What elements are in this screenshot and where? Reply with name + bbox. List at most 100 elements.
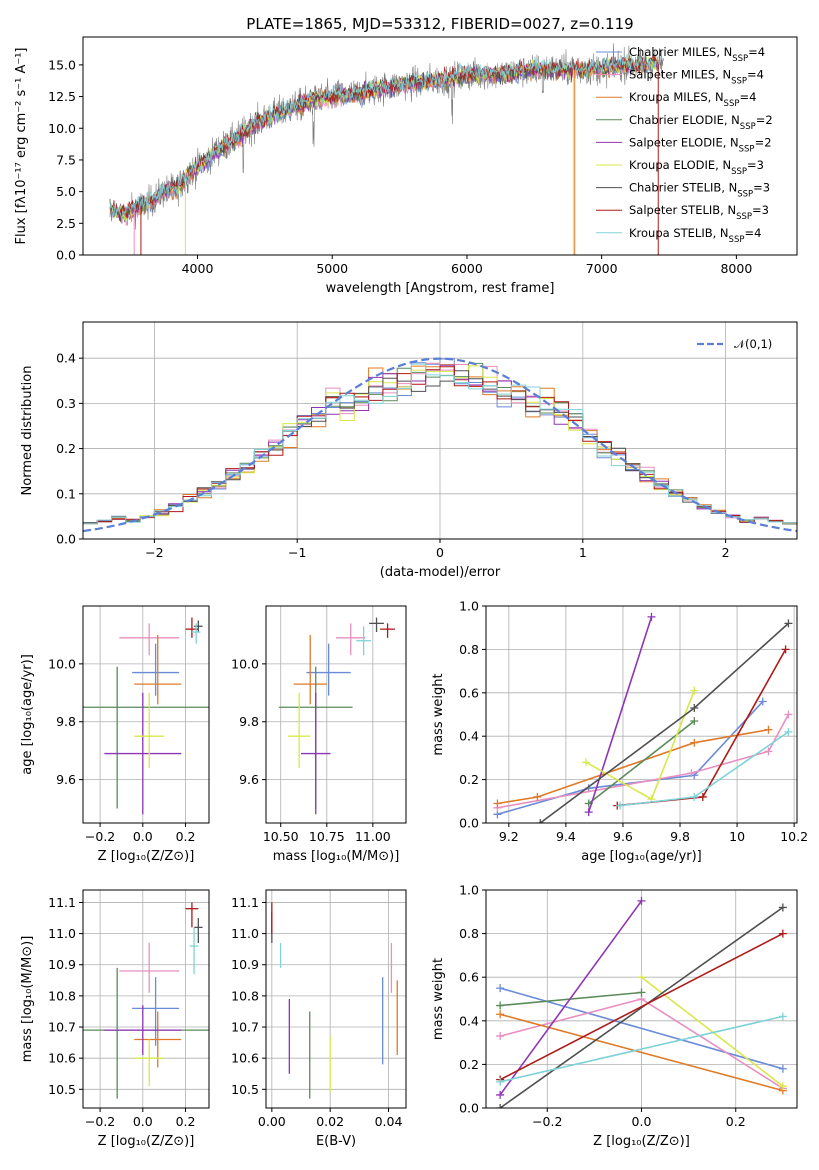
legend-subscript: SSP [739, 144, 755, 154]
weight-marker [690, 686, 699, 695]
y-tick-label: 0.2 [56, 441, 76, 456]
x-axis-label: Z [log₁₀(Z/Z⊙)] [593, 1134, 690, 1149]
y-tick-label: 0.8 [459, 642, 479, 657]
legend-subscript: SSP [731, 167, 747, 177]
weight-line-4 [587, 616, 653, 813]
axes-frame [485, 605, 798, 824]
weight-marker [764, 747, 773, 756]
panel-residuals: −2 −1 0 1 2 0.0 0.1 0.2 0.3 0.4 (data-model)/error… [20, 321, 798, 580]
axes-frame [265, 889, 407, 1109]
weight-marker [637, 973, 646, 982]
x-tick-label: −2 [145, 545, 163, 560]
y-axis-label: mass weight [431, 673, 446, 755]
y-tick-label: 0.1 [56, 486, 76, 501]
x-tick-label: 1 [579, 545, 587, 560]
weight-marker [784, 727, 793, 736]
y-tick-label: 10.0 [48, 121, 76, 136]
axes-frame [82, 36, 798, 256]
legend-entry: Kroupa MILES, NSSP=4 [629, 90, 756, 109]
x-tick-label: 10.75 [309, 829, 345, 844]
x-axis-label: mass [log₁₀(M/M⊙)] [273, 849, 400, 864]
weight-marker [584, 808, 593, 817]
weight-marker [496, 1001, 505, 1010]
legend-nssp: =3 [752, 203, 769, 217]
y-tick-label: 10.5 [231, 1082, 259, 1097]
y-tick-label: 7.5 [56, 152, 76, 167]
x-tick-label: 0.0 [632, 1114, 652, 1129]
y-tick-label: 10.6 [48, 1051, 76, 1066]
x-tick-label: 0.2 [176, 829, 196, 844]
y-tick-label: 0.4 [459, 1013, 479, 1028]
y-tick-label: 0.6 [459, 685, 479, 700]
x-tick-label: 2 [722, 545, 730, 560]
y-axis-label: mass [log₁₀(M/M⊙)] [20, 936, 35, 1063]
weight-line-4 [499, 900, 643, 1096]
legend-nssp: =2 [756, 113, 773, 127]
y-tick-label: 12.5 [48, 89, 76, 104]
legend-nssp: =2 [755, 135, 772, 149]
legend-nssp: =4 [744, 226, 761, 240]
x-axis-label: (data-model)/error [380, 565, 501, 580]
weight-marker [496, 984, 505, 993]
weight-line-1 [497, 714, 790, 809]
y-tick-label: 0.6 [459, 970, 479, 985]
y-tick-label: 15.0 [48, 57, 76, 72]
legend-subscript: SSP [731, 77, 747, 87]
x-tick-label: 0.00 [258, 1114, 286, 1129]
normal-curve [83, 357, 797, 533]
x-axis-label: E(B-V) [316, 1134, 356, 1149]
y-tick-label: 9.8 [239, 714, 259, 729]
weight-line-6 [499, 906, 784, 1108]
legend-series-name: Salpeter STELIB, N [629, 203, 736, 217]
weight-marker [581, 758, 590, 767]
x-tick-label: 8000 [720, 261, 752, 276]
plot-area-age_vs_Z [83, 617, 209, 815]
weight-marker [778, 1082, 787, 1091]
weight-marker [496, 1104, 505, 1108]
weight-marker [778, 903, 787, 912]
weight-marker [778, 929, 787, 938]
x-tick-label: 9.6 [613, 829, 633, 844]
y-tick-label: 0.0 [56, 248, 76, 263]
weight-marker [687, 769, 696, 778]
legend-series-name: Chabrier MILES, N [629, 45, 732, 59]
panel-mass_vs_Z: −0.2 0.0 0.2 10.5 10.6 10.7 10.8 10.9 11.0 11.1 Z … [20, 889, 210, 1149]
legend-entry: Salpeter ELODIE, NSSP=2 [629, 135, 772, 154]
y-tick-label: 9.6 [56, 772, 76, 787]
y-tick-label: 10.7 [231, 1020, 259, 1035]
legend-series-name: Kroupa MILES, N [629, 90, 724, 104]
x-tick-label: −0.2 [532, 1114, 562, 1129]
x-tick-label: 0 [436, 545, 444, 560]
x-tick-label: 11.00 [355, 829, 391, 844]
panel-age_vs_Z: −0.2 0.0 0.2 9.6 9.8 10.0 Z [log₁₀(Z/Z⊙)] age [… [20, 605, 210, 864]
legend-nssp: =4 [739, 90, 756, 104]
legend-entry: Chabrier STELIB, NSSP=3 [629, 181, 770, 200]
axes-frame [485, 889, 798, 1109]
y-tick-label: 1.0 [459, 883, 479, 898]
legend-nssp: =4 [747, 68, 764, 82]
y-tick-label: 5.0 [56, 184, 76, 199]
legend-entry: Chabrier MILES, NSSP=4 [629, 45, 765, 64]
weight-marker [496, 1077, 505, 1086]
x-tick-label: 0.04 [375, 1114, 403, 1129]
legend-entry: Salpeter STELIB, NSSP=3 [629, 203, 769, 222]
y-tick-label: 9.8 [56, 714, 76, 729]
weight-marker [690, 703, 699, 712]
legend-series-name: Salpeter MILES, N [629, 68, 731, 82]
weight-marker [647, 612, 656, 621]
figure-title: PLATE=1865, MJD=53312, FIBERID=0027, z=0… [246, 15, 633, 33]
weight-marker [536, 819, 545, 823]
y-tick-label: 9.6 [239, 772, 259, 787]
plot-area-weight_vs_Z [496, 896, 787, 1108]
weight-marker [690, 738, 699, 747]
legend-subscript: SSP [724, 99, 740, 109]
legend-subscript: SSP [737, 190, 753, 200]
y-axis-label: Normed distribution [20, 366, 35, 496]
weight-marker [493, 799, 502, 808]
legend-entry: 𝒩(0,1) [734, 337, 772, 351]
x-tick-label: 10.50 [263, 829, 299, 844]
panel-mass_vs_ebv: 0.00 0.02 0.04 10.5 10.6 10.7 10.8 10.9 11.0 11.1… [231, 889, 407, 1149]
x-axis-label: age [log₁₀(age/yr)] [581, 849, 702, 864]
weight-marker [496, 1090, 505, 1099]
